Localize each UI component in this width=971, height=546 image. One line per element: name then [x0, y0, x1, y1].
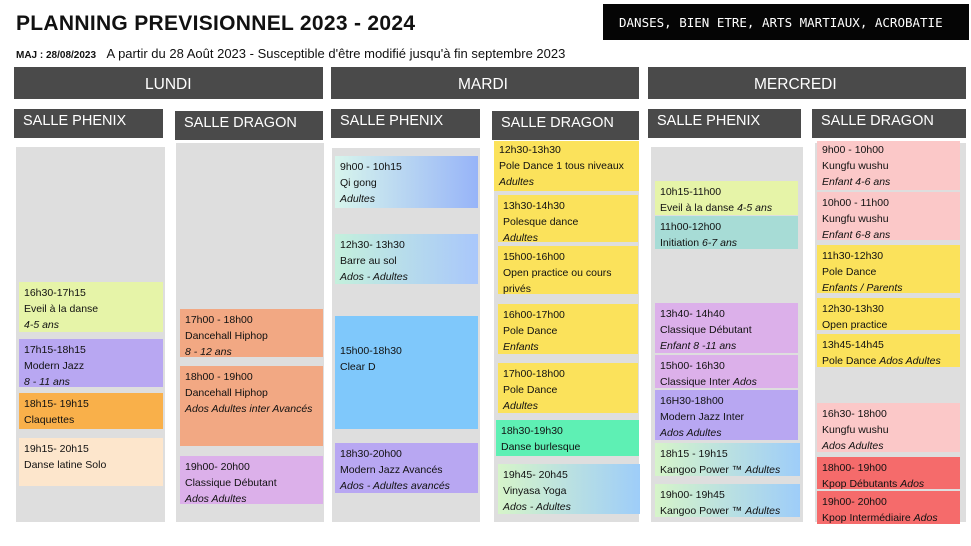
class-card[interactable]: 10h00 - 11h00 Kungfu wushu Enfant 6-8 ans: [817, 192, 960, 240]
class-card[interactable]: 16h30- 18h00 Kungfu wushu Ados Adultes: [817, 403, 960, 452]
class-card[interactable]: 12h30-13h30 Open practice: [817, 298, 960, 330]
class-card[interactable]: 18h00 - 19h00 Dancehall Hiphop Ados Adulte…: [180, 366, 323, 446]
class-card[interactable]: 12h30- 13h30 Barre au sol Ados - Adultes: [335, 234, 478, 284]
update-date: MAJ : 28/08/2023: [16, 50, 97, 61]
class-card[interactable]: 17h00 - 18h00 Dancehall Hiphop 8 - 12 ans: [180, 309, 323, 357]
class-card[interactable]: 18h15 - 19h15 Kangoo Power ™ Adultes: [655, 443, 800, 476]
class-card[interactable]: 15h00-16h00 Open practice ou cours privés: [498, 246, 638, 294]
class-card[interactable]: 17h15-18h15 Modern Jazz 8 - 11 ans: [19, 339, 163, 387]
class-card[interactable]: 11h30-12h30 Pole Dance Enfants / Parents: [817, 245, 960, 293]
room-header-mardi-dragon: SALLE DRAGON: [492, 111, 639, 140]
class-card[interactable]: 19h00- 20h00 Classique Débutant Ados Adult…: [180, 456, 323, 504]
class-card[interactable]: 18h30-20h00 Modern Jazz Avancés Ados - Adu…: [335, 443, 478, 493]
day-header-mardi: MARDI: [331, 67, 639, 99]
subtitle: MAJ : 28/08/2023 A partir du 28 Août 202…: [16, 45, 565, 63]
page-title: PLANNING PREVISIONNEL 2023 - 2024: [16, 12, 416, 35]
class-card[interactable]: 16h00-17h00 Pole Dance Enfants: [498, 304, 638, 354]
room-header-mardi-phenix: SALLE PHENIX: [331, 109, 480, 138]
room-header-mercredi-phenix: SALLE PHENIX: [648, 109, 801, 138]
class-card[interactable]: 13h40- 14h40 Classique Débutant Enfant 8 -…: [655, 303, 798, 353]
subtitle-text: A partir du 28 Août 2023 - Susceptible d…: [106, 46, 566, 61]
class-card[interactable]: 15h00- 16h30 Classique Inter Ados: [655, 355, 798, 388]
room-header-lundi-phenix: SALLE PHENIX: [14, 109, 163, 138]
class-card[interactable]: 9h00 - 10h00 Kungfu wushu Enfant 4-6 ans: [817, 141, 960, 190]
class-card[interactable]: 17h00-18h00 Pole Dance Adultes: [498, 363, 638, 413]
class-card[interactable]: 19h00- 20h00 Kpop Intermédiaire Ados: [817, 491, 960, 524]
class-card[interactable]: 13h30-14h30 Polesque dance Adultes: [498, 195, 638, 242]
class-card[interactable]: 16h30-17h15 Eveil à la danse 4-5 ans: [19, 282, 163, 332]
class-card[interactable]: 19h00- 19h45 Kangoo Power ™ Adultes: [655, 484, 800, 517]
class-card[interactable]: 19h15- 20h15 Danse latine Solo: [19, 438, 163, 486]
class-card[interactable]: 16H30-18h00 Modern Jazz Inter Ados Adultes: [655, 390, 798, 440]
class-card[interactable]: 15h00-18h30 Clear D: [335, 316, 478, 429]
class-card[interactable]: 19h45- 20h45 Vinyasa Yoga Ados - Adultes: [498, 464, 640, 514]
room-header-mercredi-dragon: SALLE DRAGON: [812, 109, 966, 138]
class-card[interactable]: 10h15-11h00 Eveil à la danse 4-5 ans: [655, 181, 798, 215]
class-card[interactable]: 13h45-14h45 Pole Dance Ados Adultes: [817, 334, 960, 367]
class-card[interactable]: 12h30-13h30 Pole Dance 1 tous niveaux Adul…: [494, 141, 639, 191]
day-header-mercredi: MERCREDI: [648, 67, 966, 99]
class-card[interactable]: 11h00-12h00 Initiation 6-7 ans: [655, 216, 798, 249]
room-header-lundi-dragon: SALLE DRAGON: [175, 111, 323, 140]
class-card[interactable]: 18h30-19h30 Danse burlesque: [496, 420, 639, 456]
day-header-lundi: LUNDI: [14, 67, 323, 99]
class-card[interactable]: 18h00- 19h00 Kpop Débutants Ados: [817, 457, 960, 489]
category-badge: DANSES, BIEN ETRE, ARTS MARTIAUX, ACROBA…: [603, 4, 969, 40]
class-card[interactable]: 18h15- 19h15 Claquettes: [19, 393, 163, 429]
class-card[interactable]: 9h00 - 10h15 Qi gong Adultes: [335, 156, 478, 208]
